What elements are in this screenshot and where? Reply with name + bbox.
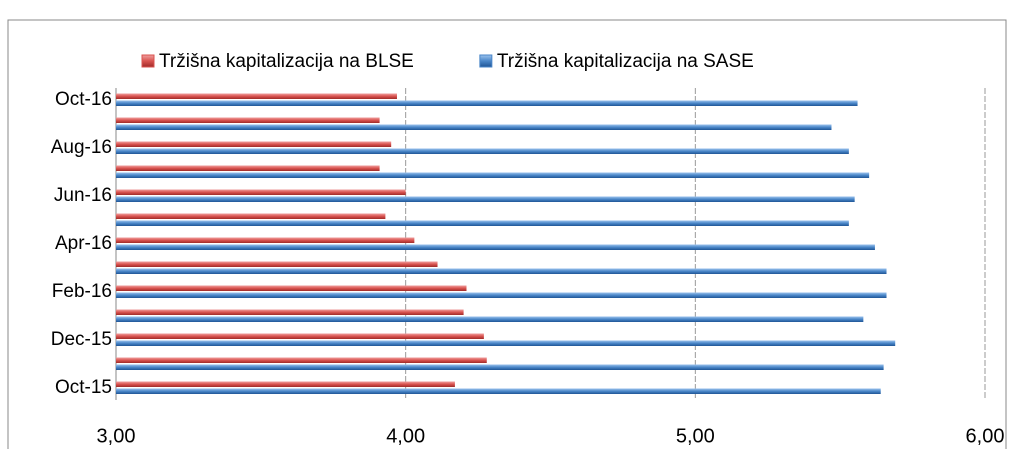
bar bbox=[116, 237, 415, 243]
x-tick-label: 6,00 bbox=[966, 425, 1005, 447]
bar bbox=[116, 220, 849, 226]
bar bbox=[116, 364, 884, 370]
legend-swatch bbox=[141, 54, 155, 68]
bar bbox=[116, 285, 467, 291]
bar bbox=[116, 292, 887, 298]
bar bbox=[116, 309, 464, 315]
y-tick-label: Dec-15 bbox=[51, 329, 112, 350]
bar bbox=[116, 196, 855, 202]
x-tick-label: 3,00 bbox=[97, 425, 136, 447]
bar bbox=[116, 316, 864, 322]
bar bbox=[116, 93, 397, 99]
bar bbox=[116, 388, 881, 394]
bar bbox=[116, 244, 875, 250]
x-tick-label: 4,00 bbox=[386, 425, 425, 447]
bar bbox=[116, 100, 858, 106]
y-tick-label: Oct-16 bbox=[55, 89, 112, 110]
bar bbox=[116, 172, 870, 178]
bar bbox=[116, 213, 386, 219]
y-tick-label: Jun-16 bbox=[54, 185, 112, 206]
bar bbox=[116, 141, 392, 147]
bar bbox=[116, 189, 406, 195]
legend-label: Tržišna kapitalizacija na SASE bbox=[497, 51, 754, 72]
bar bbox=[116, 340, 896, 346]
bar bbox=[116, 124, 832, 130]
y-tick-label: Aug-16 bbox=[51, 137, 112, 158]
y-tick-label: Apr-16 bbox=[55, 233, 112, 254]
bar bbox=[116, 117, 380, 123]
bar bbox=[116, 261, 438, 267]
bar bbox=[116, 381, 455, 387]
bar bbox=[116, 268, 887, 274]
bar bbox=[116, 357, 487, 363]
x-tick-label: 5,00 bbox=[676, 425, 715, 447]
legend-label: Tržišna kapitalizacija na BLSE bbox=[159, 51, 414, 72]
y-tick-label: Feb-16 bbox=[52, 281, 112, 302]
bar bbox=[116, 333, 484, 339]
bar bbox=[116, 165, 380, 171]
chart-border bbox=[7, 19, 1007, 449]
legend-swatch bbox=[479, 54, 493, 68]
y-tick-label: Oct-15 bbox=[55, 377, 112, 398]
bar bbox=[116, 148, 849, 154]
